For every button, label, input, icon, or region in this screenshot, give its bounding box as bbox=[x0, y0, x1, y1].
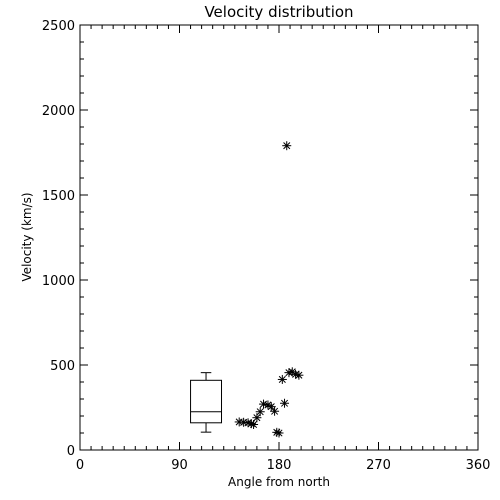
y-tick-label: 1000 bbox=[42, 274, 75, 289]
x-axis-label: Angle from north bbox=[228, 475, 330, 489]
data-point bbox=[294, 370, 304, 380]
y-tick-label: 2500 bbox=[42, 19, 75, 34]
data-point-stroke bbox=[275, 429, 283, 437]
plot-area: 0 90 180 270 360 0 500 1000 1500 2000 2500 bbox=[42, 19, 491, 473]
data-point-stroke bbox=[288, 368, 296, 376]
data-point bbox=[263, 400, 273, 410]
x-tick-label: 360 bbox=[466, 458, 491, 473]
data-point-stroke bbox=[295, 371, 303, 379]
data-point bbox=[274, 428, 284, 438]
data-point-stroke bbox=[264, 401, 272, 409]
data-point-stroke bbox=[271, 407, 279, 415]
data-point-stroke bbox=[253, 414, 261, 422]
data-point-stroke bbox=[244, 419, 252, 427]
data-point-stroke bbox=[250, 420, 258, 429]
y-tick-label: 0 bbox=[67, 444, 75, 459]
x-tick-label: 270 bbox=[366, 458, 391, 473]
y-tick-label: 1500 bbox=[42, 189, 75, 204]
data-point bbox=[239, 417, 249, 427]
data-point-stroke bbox=[267, 403, 275, 411]
chart-title: Velocity distribution bbox=[204, 3, 353, 21]
data-point bbox=[280, 398, 290, 408]
data-point-stroke bbox=[292, 370, 300, 378]
box-plot bbox=[190, 372, 223, 433]
data-point bbox=[249, 420, 259, 429]
data-point bbox=[255, 407, 265, 417]
data-point bbox=[270, 406, 280, 416]
x-tick-label: 90 bbox=[171, 458, 188, 473]
data-point-stroke bbox=[280, 399, 289, 407]
y-tick-label: 2000 bbox=[42, 104, 75, 119]
x-tick-label: 0 bbox=[76, 458, 84, 473]
y-tick-label: 500 bbox=[50, 359, 75, 374]
data-point-stroke bbox=[278, 375, 286, 383]
data-point bbox=[277, 374, 287, 384]
data-point bbox=[282, 141, 292, 151]
data-point bbox=[266, 402, 276, 412]
data-point-stroke bbox=[256, 408, 264, 416]
x-tick-label: 180 bbox=[267, 458, 292, 473]
y-axis-label: Velocity (km/s) bbox=[20, 192, 34, 281]
data-point-stroke bbox=[283, 142, 291, 150]
